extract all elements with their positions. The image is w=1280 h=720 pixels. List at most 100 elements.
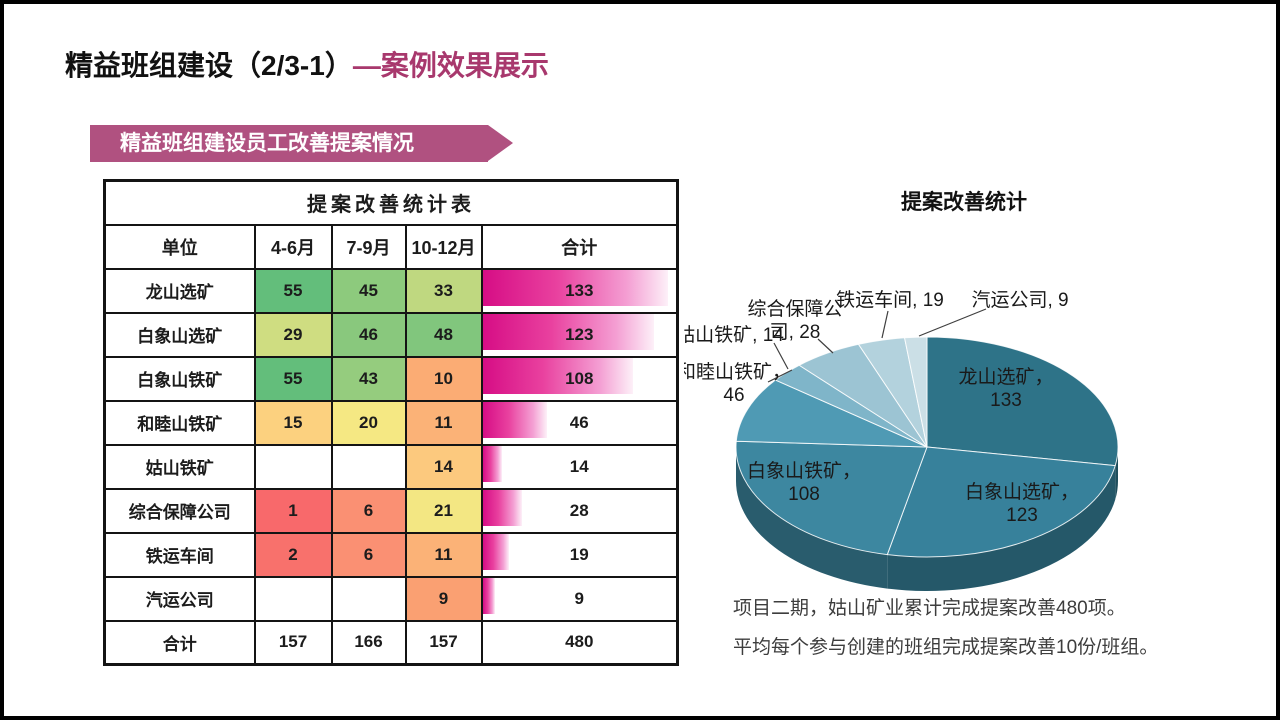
unit-cell: 和睦山铁矿 — [103, 399, 256, 446]
value-cell: 15 — [253, 399, 333, 446]
total-value: 9 — [574, 588, 584, 608]
unit-cell: 铁运车间 — [103, 531, 256, 578]
pie-data-label: 108 — [788, 484, 820, 505]
footer-unit-cell: 合计 — [103, 619, 256, 666]
total-value: 108 — [565, 368, 594, 388]
total-databar — [483, 402, 547, 438]
footer-total-cell: 480 — [480, 619, 679, 666]
value-cell: 6 — [330, 487, 407, 534]
pie-data-label: 白象山铁矿， — [747, 460, 861, 482]
value-cell: 55 — [253, 355, 333, 402]
leader-line — [881, 310, 889, 339]
total-value: 19 — [569, 544, 589, 564]
pie-data-label: 司, 28 — [770, 322, 821, 343]
value-cell: 43 — [330, 355, 407, 402]
page-title-main: 精益班组建设（2/3-1） — [65, 50, 353, 81]
pie-chart-title: 提案改善统计 — [901, 191, 1027, 214]
value-cell: 55 — [253, 267, 333, 314]
section-banner: 精益班组建设员工改善提案情况 — [90, 125, 513, 162]
value-cell — [253, 575, 333, 622]
total-value: 14 — [569, 456, 589, 476]
pie-slice-汽运公司 — [904, 336, 928, 448]
pie-slice-和睦山铁矿 — [735, 379, 928, 448]
column-header: 7-9月 — [330, 223, 407, 270]
unit-cell: 汽运公司 — [103, 575, 256, 622]
column-header: 合计 — [480, 223, 679, 270]
unit-cell: 白象山选矿 — [103, 311, 256, 358]
table-row: 白象山铁矿 55 43 10 108 — [103, 355, 679, 402]
value-cell: 14 — [404, 443, 483, 490]
value-cell: 9 — [404, 575, 483, 622]
total-cell: 9 — [480, 575, 679, 622]
footer-value-cell: 157 — [404, 619, 483, 666]
pie-slice-白象山选矿 — [886, 446, 1116, 558]
total-databar — [483, 578, 496, 614]
table-header-row: 单位 4-6月 7-9月 10-12月 合计 — [103, 223, 679, 270]
value-cell: 29 — [253, 311, 333, 358]
footer-value-cell: 157 — [253, 619, 333, 666]
total-cell: 28 — [480, 487, 679, 534]
table-footer-row: 合计 157 166 157 480 — [103, 619, 679, 666]
total-cell: 46 — [480, 399, 679, 446]
summary-notes: 项目二期，姑山矿业累计完成提案改善480项。 平均每个参与创建的班组完成提案改善… — [733, 589, 1158, 667]
pie-slice-白象山铁矿 — [735, 440, 928, 556]
total-cell: 14 — [480, 443, 679, 490]
pie-data-label: 姑山铁矿, 14 — [684, 324, 784, 346]
total-value: 46 — [569, 412, 589, 432]
leader-line — [817, 338, 834, 354]
value-cell: 11 — [404, 399, 483, 446]
unit-cell: 综合保障公司 — [103, 487, 256, 534]
total-databar — [483, 270, 669, 306]
proposal-stats-table: 提案改善统计表 单位 4-6月 7-9月 10-12月 合计 龙山选矿 55 45 33 133 白象… — [103, 179, 679, 666]
total-databar — [483, 314, 655, 350]
value-cell: 33 — [404, 267, 483, 314]
pie-data-label: 龙山选矿， — [958, 366, 1053, 388]
unit-cell: 白象山铁矿 — [103, 355, 256, 402]
value-cell — [330, 443, 407, 490]
footer-value-cell: 166 — [330, 619, 407, 666]
total-value: 133 — [565, 280, 594, 300]
table-title-row: 提案改善统计表 — [103, 179, 679, 226]
leader-line — [767, 369, 793, 383]
column-header: 单位 — [103, 223, 256, 270]
value-cell: 6 — [330, 531, 407, 578]
pie-data-label: 综合保障公 — [747, 298, 842, 320]
total-databar — [483, 446, 503, 482]
value-cell: 20 — [330, 399, 407, 446]
pie-chart: 龙山选矿，133 白象山选矿，123 白象山铁矿，108 和睦山铁矿，46 姑山铁矿, … — [684, 289, 1119, 591]
total-value: 123 — [565, 324, 594, 344]
value-cell: 48 — [404, 311, 483, 358]
pie-slice-side — [887, 465, 1116, 591]
section-banner-label: 精益班组建设员工改善提案情况 — [120, 132, 414, 155]
note-line-2: 平均每个参与创建的班组完成提案改善10份/班组。 — [733, 637, 1159, 658]
total-databar — [483, 358, 634, 394]
value-cell: 1 — [253, 487, 333, 534]
page-title-accent: —案例效果展示 — [352, 50, 549, 81]
table-row: 综合保障公司 1 6 21 28 — [103, 487, 679, 534]
value-cell: 11 — [404, 531, 483, 578]
value-cell — [253, 443, 333, 490]
total-cell: 19 — [480, 531, 679, 578]
pie-data-label: 铁运车间, 19 — [836, 289, 944, 311]
table-row: 龙山选矿 55 45 33 133 — [103, 267, 679, 314]
total-cell: 123 — [480, 311, 679, 358]
table-row: 姑山铁矿 14 14 — [103, 443, 679, 490]
pie-data-label: 133 — [990, 390, 1022, 411]
table-row: 汽运公司 9 9 — [103, 575, 679, 622]
pie-data-label: 和睦山铁矿， — [684, 361, 791, 383]
value-cell: 45 — [330, 267, 407, 314]
leader-line — [773, 342, 789, 370]
table-row: 和睦山铁矿 15 20 11 46 — [103, 399, 679, 446]
pie-slice-side — [736, 447, 888, 589]
value-cell: 10 — [404, 355, 483, 402]
pie-data-label: 白象山选矿， — [965, 481, 1079, 503]
total-databar — [483, 490, 522, 526]
value-cell: 2 — [253, 531, 333, 578]
unit-cell: 姑山铁矿 — [103, 443, 256, 490]
note-line-1: 项目二期，姑山矿业累计完成提案改善480项。 — [733, 598, 1126, 619]
value-cell — [330, 575, 407, 622]
unit-cell: 龙山选矿 — [103, 267, 256, 314]
value-cell: 21 — [404, 487, 483, 534]
leader-line — [918, 308, 987, 337]
